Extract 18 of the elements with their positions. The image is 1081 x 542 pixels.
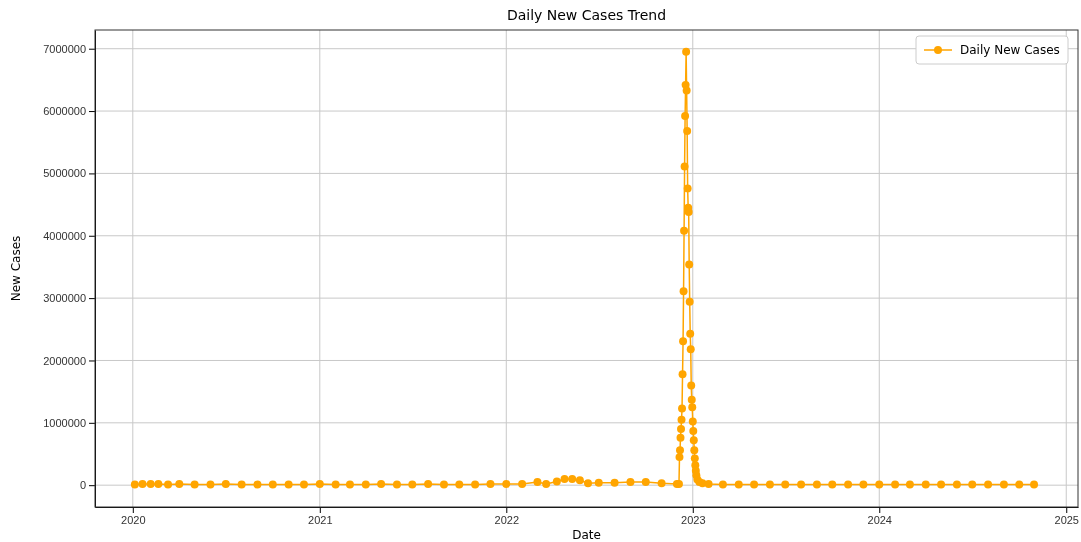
- y-tick-label: 0: [79, 479, 86, 492]
- x-tick-label: 2024: [867, 513, 892, 526]
- y-tick-label: 6000000: [43, 105, 86, 118]
- y-tick-label: 5000000: [43, 167, 86, 180]
- x-tick-label: 2023: [681, 513, 706, 526]
- x-tick-label: 2020: [121, 513, 146, 526]
- chart-title: Daily New Cases Trend: [506, 7, 667, 23]
- y-tick-label: 7000000: [43, 42, 86, 55]
- y-tick-label: 1000000: [43, 416, 86, 429]
- x-tick-label: 2022: [494, 513, 520, 526]
- x-tick-label: 2025: [1054, 513, 1079, 526]
- y-tick-label: 2000000: [43, 354, 86, 367]
- legend-label: Daily New Cases: [960, 43, 1060, 57]
- x-tick-label: 2021: [308, 513, 333, 526]
- y-tick-label: 3000000: [43, 292, 86, 305]
- y-tick-label: 4000000: [43, 229, 86, 242]
- y-axis-title: New Cases: [9, 235, 23, 302]
- x-axis-title: Date: [572, 528, 601, 542]
